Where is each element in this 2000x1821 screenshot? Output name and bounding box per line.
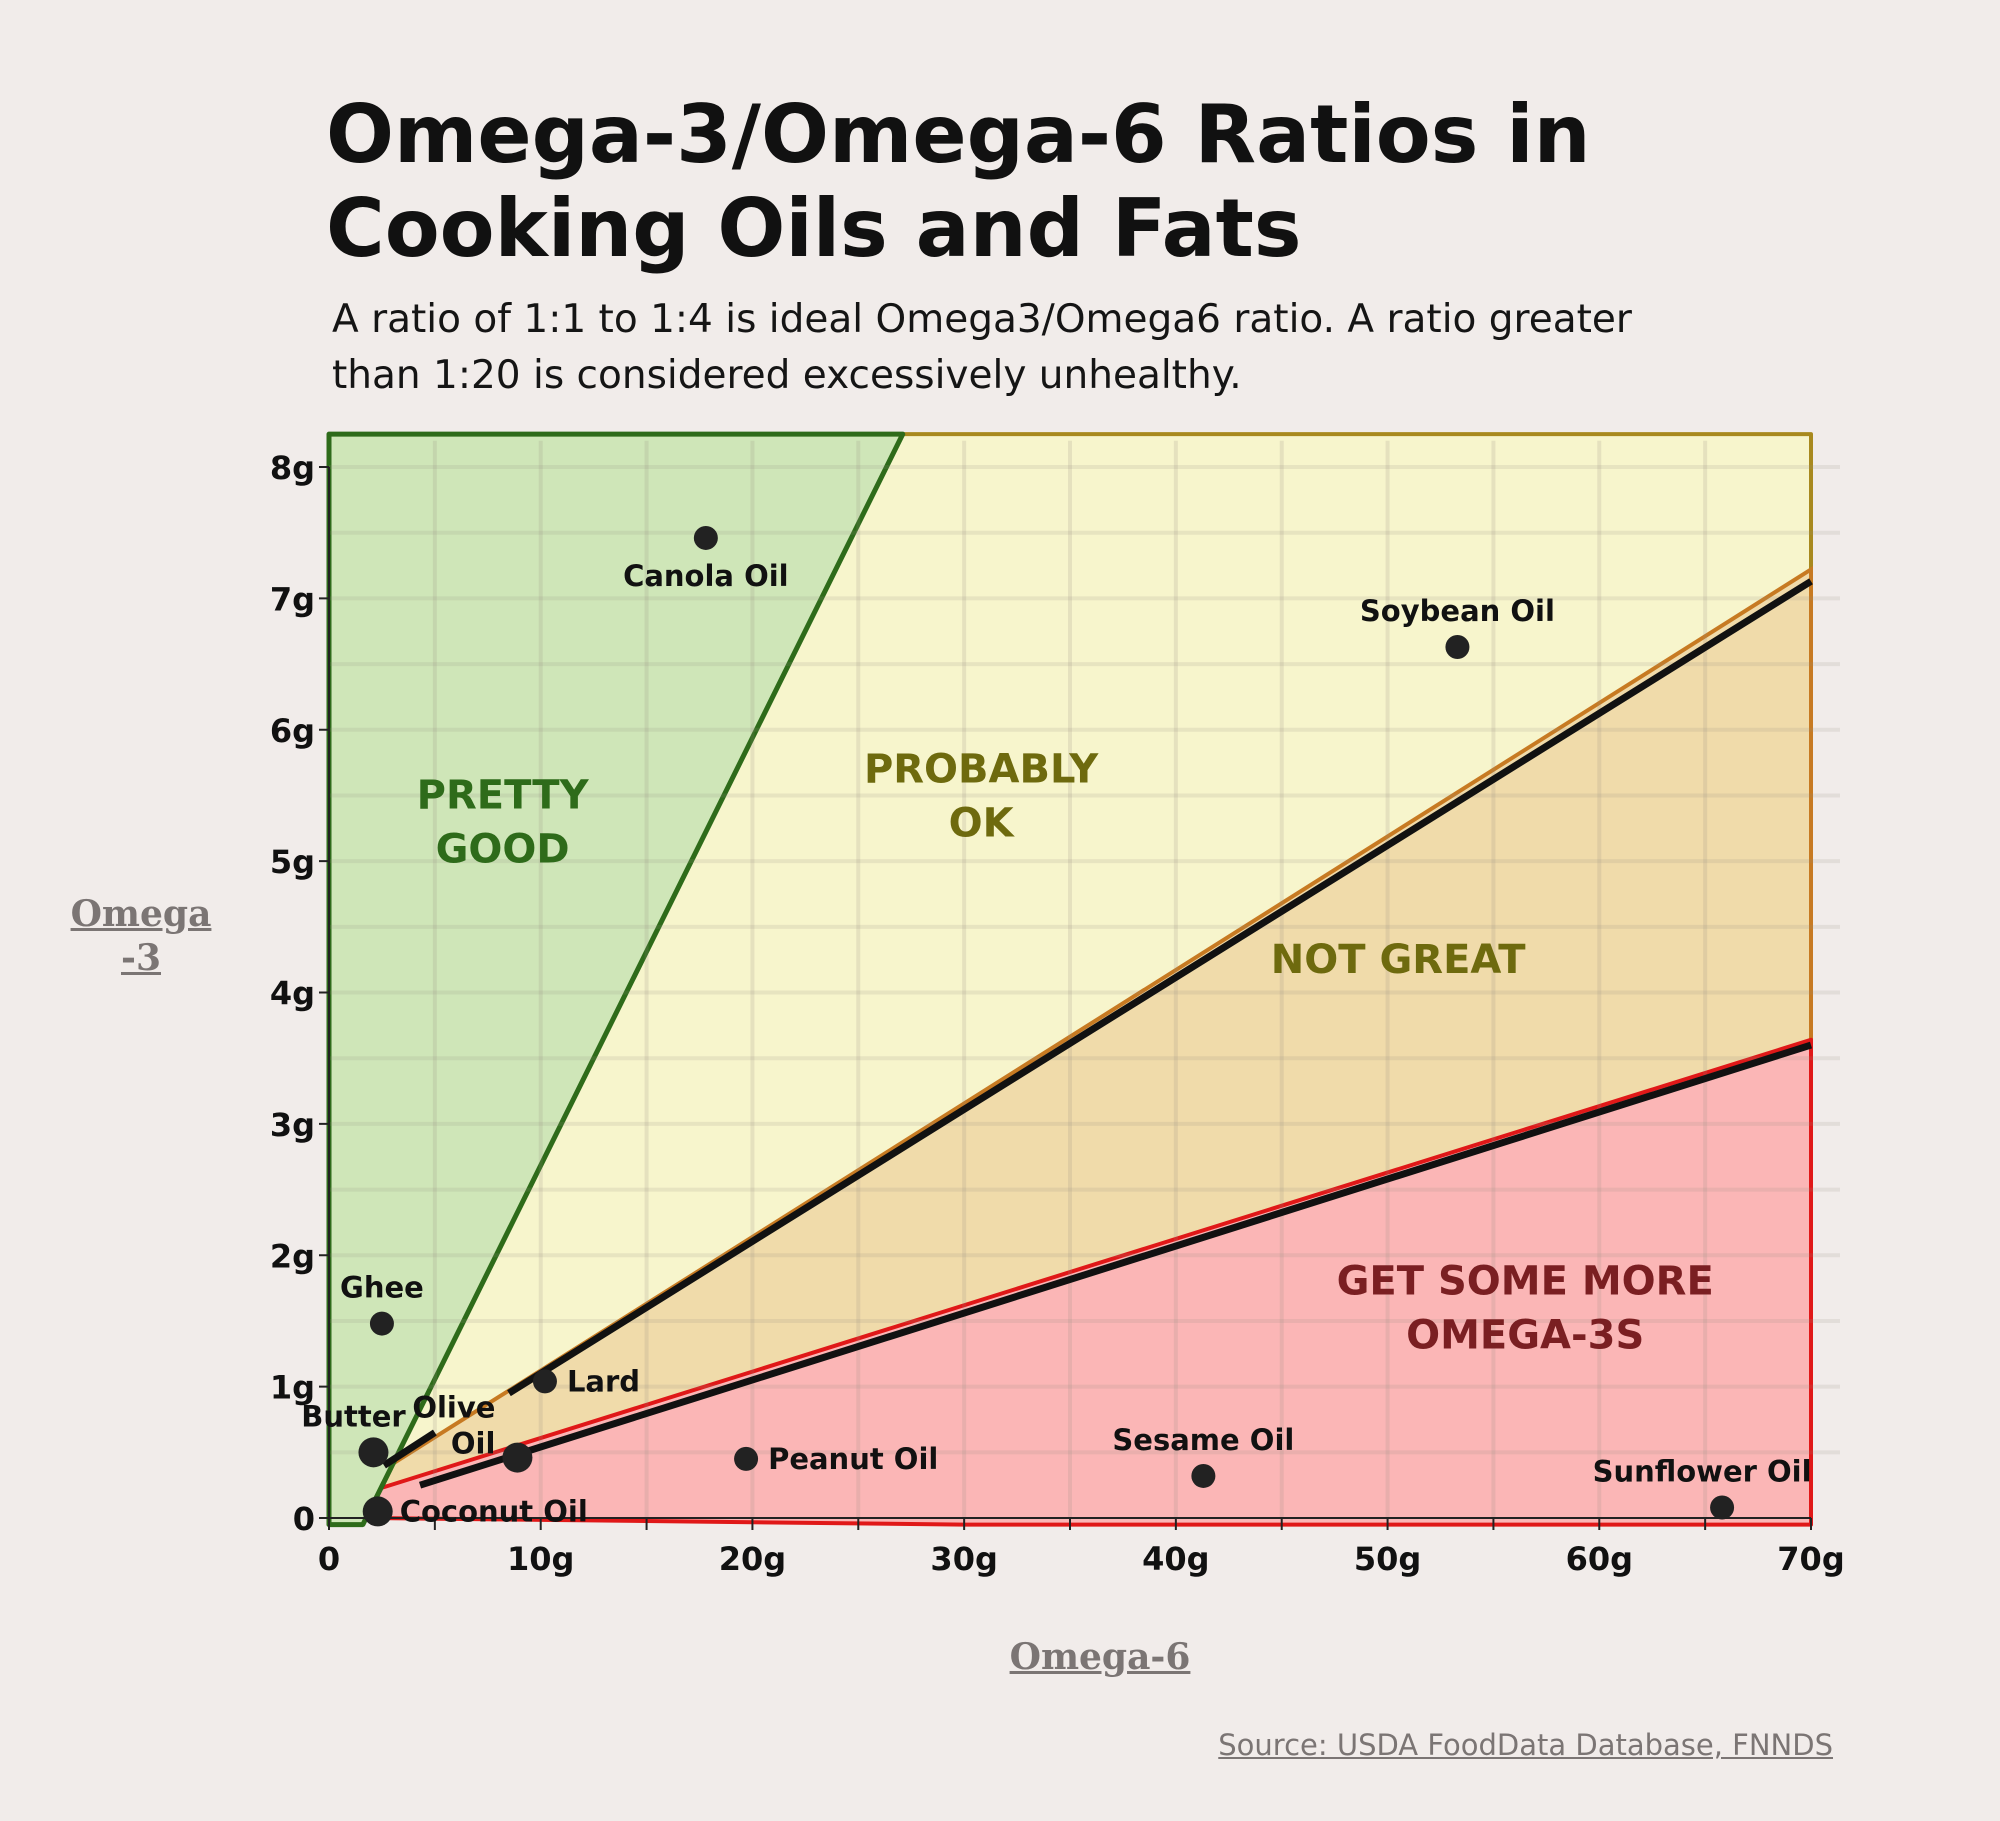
x-tick-label: 20g bbox=[719, 1540, 786, 1578]
x-tick-label: 0 bbox=[318, 1540, 340, 1578]
x-axis-label: Omega-6 bbox=[1009, 1636, 1191, 1678]
data-point bbox=[358, 1437, 389, 1468]
zone-label-not-great: NOT GREAT bbox=[1271, 937, 1527, 983]
data-point bbox=[1445, 634, 1470, 659]
point-label: Lard bbox=[567, 1364, 640, 1398]
zone-label-pretty-good: GOOD bbox=[436, 827, 570, 873]
y-tick-label: 8g bbox=[270, 449, 315, 487]
zone-label-pretty-good: PRETTY bbox=[417, 773, 590, 819]
point-label: Olive bbox=[412, 1391, 495, 1425]
data-point bbox=[1191, 1463, 1216, 1488]
ratio-line-segment bbox=[382, 1429, 437, 1469]
y-tick-label: 3g bbox=[270, 1106, 315, 1144]
x-tick-label: 70g bbox=[1777, 1540, 1844, 1578]
y-tick-label: 7g bbox=[270, 580, 315, 618]
y-axis-label-text: Omega -3 bbox=[70, 893, 212, 979]
ratio-1-20 bbox=[418, 1041, 1813, 1489]
x-tick-label: 10g bbox=[507, 1540, 574, 1578]
y-tick-label: 1g bbox=[270, 1369, 315, 1407]
title-line-1: Omega-3/Omega-6 Ratios in bbox=[326, 88, 1591, 181]
x-tick-label: 30g bbox=[930, 1540, 997, 1578]
y-tick-label: 2g bbox=[270, 1237, 315, 1275]
point-label: Sesame Oil bbox=[1112, 1423, 1294, 1457]
y-tick-label: 4g bbox=[270, 975, 315, 1013]
data-point bbox=[1710, 1495, 1735, 1520]
point-label: Ghee bbox=[340, 1271, 424, 1305]
data-point bbox=[532, 1369, 557, 1394]
x-tick-label: 60g bbox=[1566, 1540, 1633, 1578]
title-line-2: Cooking Oils and Fats bbox=[326, 182, 1302, 275]
x-tick-label: 40g bbox=[1142, 1540, 1209, 1578]
chart-title: Omega-3/Omega-6 Ratios in Cooking Oils an… bbox=[326, 88, 1591, 276]
y-tick-label: 6g bbox=[270, 712, 315, 750]
point-label: Coconut Oil bbox=[400, 1494, 588, 1528]
data-point bbox=[502, 1442, 533, 1473]
zone-label-get-some-more: OMEGA-3S bbox=[1406, 1313, 1644, 1359]
data-point bbox=[693, 525, 718, 550]
zone-label-get-some-more: GET SOME MORE bbox=[1337, 1259, 1714, 1305]
source-note: Source: USDA FoodData Database, FNNDS bbox=[1218, 1728, 1833, 1762]
point-label: Peanut Oil bbox=[768, 1442, 938, 1476]
point-label: Sunflower Oil bbox=[1593, 1454, 1812, 1488]
chart-subtitle: A ratio of 1:1 to 1:4 is ideal Omega3/Om… bbox=[332, 297, 1632, 398]
data-point bbox=[734, 1446, 759, 1471]
point-label: Canola Oil bbox=[623, 559, 789, 593]
zone-label-probably-ok: OK bbox=[949, 800, 1016, 846]
y-tick-label: 5g bbox=[270, 843, 315, 881]
point-label: Oil bbox=[451, 1427, 496, 1461]
data-point bbox=[369, 1311, 394, 1336]
ratio-1-10 bbox=[507, 578, 1813, 1397]
zone-label-probably-ok: PROBABLY bbox=[864, 746, 1099, 792]
y-tick-label: 0 bbox=[293, 1500, 315, 1538]
data-point bbox=[362, 1496, 393, 1527]
point-label: Soybean Oil bbox=[1360, 594, 1555, 628]
point-label: Butter bbox=[301, 1399, 406, 1433]
y-axis-label: Omega -3 bbox=[66, 892, 216, 980]
x-tick-label: 50g bbox=[1354, 1540, 1421, 1578]
